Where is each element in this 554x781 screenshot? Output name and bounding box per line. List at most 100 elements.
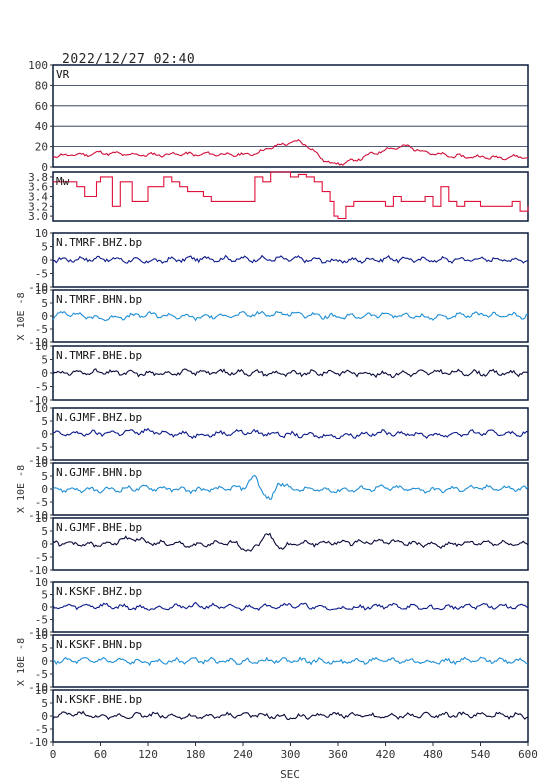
y-tick-label: -10 bbox=[28, 564, 48, 577]
y-tick-label: 20 bbox=[35, 141, 48, 154]
panel-2: 3.03.23.43.63.8 Mw bbox=[28, 171, 529, 223]
y-tick-label: -10 bbox=[28, 394, 48, 407]
panel-label: N.TMRF.BHN.bp bbox=[56, 293, 142, 306]
x-tick-label: 360 bbox=[328, 748, 348, 761]
figure-title: 2022/12/27 02:40 bbox=[62, 52, 195, 67]
panel-label: N.KSKF.BHE.bp bbox=[56, 693, 142, 706]
y-tick-label: 10 bbox=[35, 684, 48, 697]
y-tick-label: 5 bbox=[41, 697, 48, 710]
series-line bbox=[52, 368, 529, 379]
y-tick-label: 0 bbox=[41, 483, 48, 496]
panel-frame bbox=[52, 171, 529, 222]
y-tick-label: -5 bbox=[35, 381, 48, 394]
y-tick-label: 10 bbox=[35, 227, 48, 240]
x-tick-label: 480 bbox=[423, 748, 443, 761]
panel-1: 0 20 40 60 80 100 VR bbox=[28, 59, 529, 174]
x-tick-label: 60 bbox=[94, 748, 107, 761]
series-line bbox=[52, 139, 529, 166]
x-tick-label: 540 bbox=[471, 748, 491, 761]
y-tick-label: 10 bbox=[35, 402, 48, 415]
y-tick-label: 5 bbox=[41, 525, 48, 538]
y-tick-label: 10 bbox=[35, 512, 48, 525]
y-tick-label: -10 bbox=[28, 336, 48, 349]
y-tick-label: -10 bbox=[28, 509, 48, 522]
x-tick-label: 240 bbox=[233, 748, 253, 761]
y-tick-label: 0 bbox=[41, 601, 48, 614]
y-tick-label: 60 bbox=[35, 100, 48, 113]
side-label: X 10E -8 bbox=[16, 638, 27, 686]
x-tick-label: 600 bbox=[518, 748, 538, 761]
series-line bbox=[52, 532, 529, 552]
y-tick-label: -5 bbox=[35, 496, 48, 509]
x-tick-label: 300 bbox=[281, 748, 301, 761]
panel-label: N.KSKF.BHZ.bp bbox=[56, 585, 142, 598]
y-tick-label: -10 bbox=[28, 626, 48, 639]
x-tick-label: 180 bbox=[186, 748, 206, 761]
y-tick-label: 0 bbox=[41, 428, 48, 441]
y-tick-label: 0 bbox=[41, 310, 48, 323]
y-tick-label: 80 bbox=[35, 79, 48, 92]
y-tick-label: 3.2 bbox=[28, 200, 48, 213]
y-tick-label: 0 bbox=[41, 655, 48, 668]
y-tick-label: -5 bbox=[35, 668, 48, 681]
y-tick-label: -5 bbox=[35, 268, 48, 281]
y-tick-label: 10 bbox=[35, 576, 48, 589]
y-tick-label: -10 bbox=[28, 681, 48, 694]
series-line bbox=[52, 601, 529, 612]
y-tick-label: 3.6 bbox=[28, 181, 48, 194]
y-tick-label: 5 bbox=[41, 415, 48, 428]
y-tick-label: -10 bbox=[28, 281, 48, 294]
side-label: X 10E -8 bbox=[16, 465, 27, 513]
panel-label: N.GJMF.BHN.bp bbox=[56, 466, 142, 479]
panel-label: N.TMRF.BHE.bp bbox=[56, 349, 142, 362]
y-tick-label: 5 bbox=[41, 642, 48, 655]
panel-label: N.KSKF.BHN.bp bbox=[56, 638, 142, 651]
x-tick-label: 420 bbox=[376, 748, 396, 761]
panel-label: VR bbox=[56, 68, 70, 81]
y-tick-label: -10 bbox=[28, 736, 48, 749]
y-tick-label: 5 bbox=[41, 589, 48, 602]
y-tick-label: 10 bbox=[35, 340, 48, 353]
panel-label: N.GJMF.BHZ.bp bbox=[56, 411, 142, 424]
x-tick-label: 120 bbox=[138, 748, 158, 761]
y-tick-label: 3.8 bbox=[28, 171, 48, 184]
panel-label: N.TMRF.BHZ.bp bbox=[56, 236, 142, 249]
y-tick-label: 10 bbox=[35, 457, 48, 470]
y-tick-label: 5 bbox=[41, 241, 48, 254]
series-line bbox=[52, 427, 529, 440]
y-tick-label: 3.4 bbox=[28, 191, 48, 204]
series-line bbox=[52, 254, 529, 264]
series-line bbox=[52, 474, 529, 501]
y-tick-label: 0 bbox=[41, 710, 48, 723]
series-line bbox=[52, 310, 529, 322]
y-tick-label: 0 bbox=[41, 538, 48, 551]
y-tick-label: 100 bbox=[28, 59, 48, 72]
y-tick-label: -5 bbox=[35, 441, 48, 454]
y-tick-label: -5 bbox=[35, 614, 48, 627]
y-tick-label: 5 bbox=[41, 470, 48, 483]
side-label: X 10E -8 bbox=[16, 292, 27, 340]
y-tick-label: -5 bbox=[35, 723, 48, 736]
y-tick-label: 0 bbox=[41, 367, 48, 380]
panel-label: Mw bbox=[56, 175, 70, 188]
y-tick-label: -5 bbox=[35, 323, 48, 336]
y-tick-label: 5 bbox=[41, 354, 48, 367]
series-line bbox=[52, 656, 529, 667]
x-axis-title: SEC bbox=[280, 768, 300, 781]
y-tick-label: -10 bbox=[28, 454, 48, 467]
series-line bbox=[53, 171, 529, 220]
y-tick-label: 3.0 bbox=[28, 210, 48, 223]
series-line bbox=[52, 710, 529, 721]
y-tick-label: 40 bbox=[35, 120, 48, 133]
panel-frame bbox=[52, 64, 529, 168]
y-tick-label: 10 bbox=[35, 629, 48, 642]
